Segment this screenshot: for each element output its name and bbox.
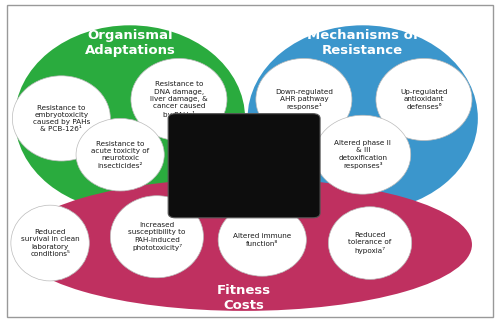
Text: Fitness
Costs: Fitness Costs: [217, 284, 271, 312]
Text: Down-regulated
AHR pathway
response¹: Down-regulated AHR pathway response¹: [275, 89, 333, 110]
Ellipse shape: [256, 59, 352, 140]
Ellipse shape: [12, 76, 110, 161]
Text: Reduced
tolerance of
hypoxia⁷: Reduced tolerance of hypoxia⁷: [348, 232, 392, 254]
Ellipse shape: [76, 118, 164, 191]
FancyBboxPatch shape: [168, 114, 320, 218]
Text: Mechanisms of
Resistance: Mechanisms of Resistance: [307, 29, 418, 57]
Text: Resistance to
embryotoxicity
caused by PAHs
& PCB-126¹: Resistance to embryotoxicity caused by P…: [32, 105, 90, 132]
Text: Organismal
Adaptations: Organismal Adaptations: [84, 29, 176, 57]
Ellipse shape: [328, 207, 411, 279]
Ellipse shape: [248, 25, 478, 212]
Ellipse shape: [131, 59, 227, 140]
Ellipse shape: [376, 59, 472, 140]
Text: Resistance to
DNA damage,
liver damage, &
cancer caused
by PAHs¹: Resistance to DNA damage, liver damage, …: [150, 81, 208, 118]
Text: Altered immune
function⁸: Altered immune function⁸: [233, 233, 292, 247]
Text: Increased
susceptibility to
PAH-induced
phototoxicity⁷: Increased susceptibility to PAH-induced …: [128, 222, 186, 251]
Ellipse shape: [15, 25, 245, 212]
Text: Resistance to
acute toxicity of
neurotoxic
insecticides²: Resistance to acute toxicity of neurotox…: [91, 141, 149, 168]
Ellipse shape: [314, 115, 410, 194]
Text: Reduced
survival in clean
laboratory
conditions⁵: Reduced survival in clean laboratory con…: [21, 229, 80, 257]
Ellipse shape: [16, 178, 472, 311]
Text: Altered phase II
& III
detoxification
responses³: Altered phase II & III detoxification re…: [334, 140, 391, 169]
Ellipse shape: [218, 204, 306, 276]
Text: Up-regulated
antioxidant
defenses⁶: Up-regulated antioxidant defenses⁶: [400, 89, 448, 110]
Ellipse shape: [11, 205, 90, 281]
Ellipse shape: [110, 196, 204, 278]
